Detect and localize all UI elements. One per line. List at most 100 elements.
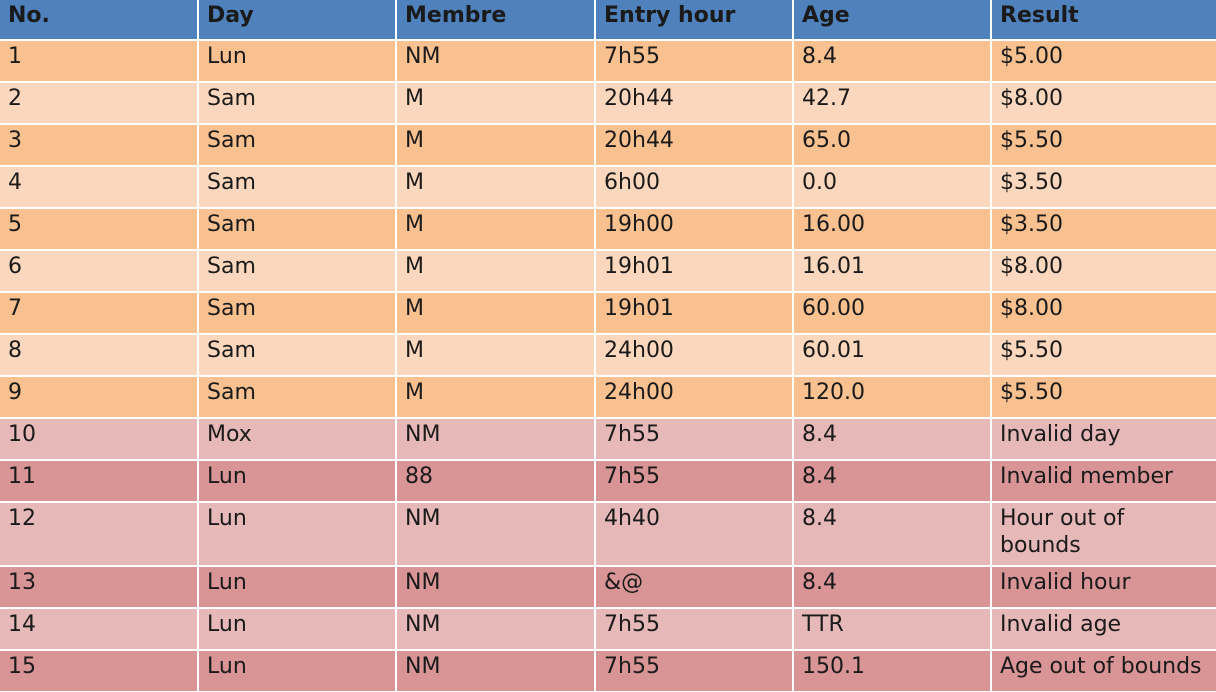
cell-entry-hour: 7h55: [595, 650, 794, 692]
cell-membre: M: [396, 334, 596, 377]
table-row: 4 Sam M 6h00 0.0 $3.50: [0, 166, 1216, 209]
cell-no: 12: [0, 502, 199, 567]
cell-day: Sam: [198, 166, 397, 209]
table-row: 7 Sam M 19h01 60.00 $8.00: [0, 292, 1216, 335]
table-row: 11 Lun 88 7h55 8.4 Invalid member: [0, 460, 1216, 503]
cell-no: 3: [0, 124, 199, 167]
header-row: No. Day Membre Entry hour Age Result: [0, 0, 1216, 41]
cell-membre: M: [396, 208, 596, 251]
cell-result: $5.50: [991, 376, 1216, 419]
cell-entry-hour: 24h00: [595, 334, 794, 377]
table-row: 1 Lun NM 7h55 8.4 $5.00: [0, 40, 1216, 83]
cell-day: Sam: [198, 292, 397, 335]
cell-membre: NM: [396, 566, 596, 609]
cell-entry-hour: 7h55: [595, 608, 794, 651]
cell-day: Lun: [198, 502, 397, 567]
cell-result: Invalid member: [991, 460, 1216, 503]
table-row: 13 Lun NM &@ 8.4 Invalid hour: [0, 566, 1216, 609]
table-row: 14 Lun NM 7h55 TTR Invalid age: [0, 608, 1216, 651]
cell-entry-hour: 19h00: [595, 208, 794, 251]
cell-result: Age out of bounds: [991, 650, 1216, 692]
cell-day: Lun: [198, 460, 397, 503]
cell-no: 8: [0, 334, 199, 377]
cell-day: Sam: [198, 82, 397, 125]
cell-no: 7: [0, 292, 199, 335]
header-age: Age: [793, 0, 992, 41]
cell-age: 8.4: [793, 40, 992, 83]
cell-entry-hour: 19h01: [595, 250, 794, 293]
cell-age: 42.7: [793, 82, 992, 125]
cell-result: Hour out of bounds: [991, 502, 1216, 567]
cell-entry-hour: 7h55: [595, 418, 794, 461]
cell-result: $5.00: [991, 40, 1216, 83]
cell-age: 60.00: [793, 292, 992, 335]
cell-membre: NM: [396, 418, 596, 461]
cell-membre: M: [396, 166, 596, 209]
table-body: 1 Lun NM 7h55 8.4 $5.00 2 Sam M 20h44 42.7 $8.00 3 Sa…: [0, 40, 1216, 692]
cell-membre: M: [396, 250, 596, 293]
cell-result: Invalid day: [991, 418, 1216, 461]
cell-entry-hour: 7h55: [595, 40, 794, 83]
cell-result: Invalid hour: [991, 566, 1216, 609]
cell-result: $3.50: [991, 208, 1216, 251]
cell-day: Lun: [198, 608, 397, 651]
cell-result: $8.00: [991, 250, 1216, 293]
cell-no: 5: [0, 208, 199, 251]
table-row: 8 Sam M 24h00 60.01 $5.50: [0, 334, 1216, 377]
cell-entry-hour: 24h00: [595, 376, 794, 419]
cell-no: 9: [0, 376, 199, 419]
table-row: 10 Mox NM 7h55 8.4 Invalid day: [0, 418, 1216, 461]
cell-membre: M: [396, 124, 596, 167]
cell-entry-hour: 20h44: [595, 124, 794, 167]
cell-day: Sam: [198, 208, 397, 251]
cell-membre: M: [396, 82, 596, 125]
cell-no: 13: [0, 566, 199, 609]
cell-membre: NM: [396, 502, 596, 567]
cell-no: 10: [0, 418, 199, 461]
cell-day: Sam: [198, 376, 397, 419]
table-row: 9 Sam M 24h00 120.0 $5.50: [0, 376, 1216, 419]
cell-no: 15: [0, 650, 199, 692]
cell-age: 120.0: [793, 376, 992, 419]
cell-day: Mox: [198, 418, 397, 461]
cell-no: 2: [0, 82, 199, 125]
cell-day: Lun: [198, 566, 397, 609]
table-row: 5 Sam M 19h00 16.00 $3.50: [0, 208, 1216, 251]
cell-no: 1: [0, 40, 199, 83]
cell-day: Sam: [198, 250, 397, 293]
cell-no: 14: [0, 608, 199, 651]
cell-entry-hour: 7h55: [595, 460, 794, 503]
header-day: Day: [198, 0, 397, 41]
cell-age: 65.0: [793, 124, 992, 167]
cell-result: $8.00: [991, 82, 1216, 125]
cell-membre: NM: [396, 40, 596, 83]
cell-result: $5.50: [991, 124, 1216, 167]
cell-age: 0.0: [793, 166, 992, 209]
cell-membre: M: [396, 376, 596, 419]
cell-day: Lun: [198, 40, 397, 83]
cell-age: 16.00: [793, 208, 992, 251]
cell-entry-hour: &@: [595, 566, 794, 609]
header-no: No.: [0, 0, 199, 41]
cell-no: 11: [0, 460, 199, 503]
cell-age: 60.01: [793, 334, 992, 377]
header-membre: Membre: [396, 0, 596, 41]
header-result: Result: [991, 0, 1216, 41]
cell-result: $3.50: [991, 166, 1216, 209]
header-entry-hour: Entry hour: [595, 0, 794, 41]
cell-age: TTR: [793, 608, 992, 651]
cell-membre: NM: [396, 608, 596, 651]
cell-result: Invalid age: [991, 608, 1216, 651]
cell-entry-hour: 6h00: [595, 166, 794, 209]
table-header: No. Day Membre Entry hour Age Result: [0, 0, 1216, 41]
cell-age: 8.4: [793, 460, 992, 503]
cell-day: Sam: [198, 334, 397, 377]
cell-membre: 88: [396, 460, 596, 503]
cell-entry-hour: 4h40: [595, 502, 794, 567]
table-row: 6 Sam M 19h01 16.01 $8.00: [0, 250, 1216, 293]
table-row: 2 Sam M 20h44 42.7 $8.00: [0, 82, 1216, 125]
cell-day: Sam: [198, 124, 397, 167]
table-row: 12 Lun NM 4h40 8.4 Hour out of bounds: [0, 502, 1216, 567]
cell-result: $5.50: [991, 334, 1216, 377]
